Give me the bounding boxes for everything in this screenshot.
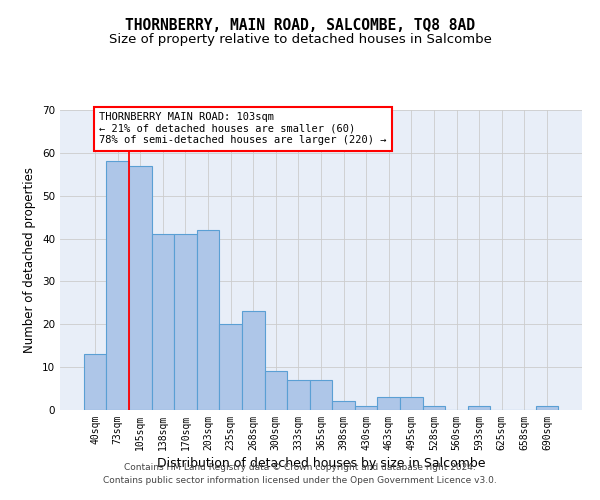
Bar: [129, 166, 152, 410]
Bar: [106, 162, 129, 410]
Bar: [174, 234, 197, 410]
Text: Contains HM Land Registry data © Crown copyright and database right 2024.: Contains HM Land Registry data © Crown c…: [124, 464, 476, 472]
Text: Size of property relative to detached houses in Salcombe: Size of property relative to detached ho…: [109, 32, 491, 46]
Text: THORNBERRY, MAIN ROAD, SALCOMBE, TQ8 8AD: THORNBERRY, MAIN ROAD, SALCOMBE, TQ8 8AD: [125, 18, 475, 32]
Bar: [197, 230, 220, 410]
Bar: [377, 397, 400, 410]
Bar: [220, 324, 242, 410]
Bar: [332, 402, 355, 410]
Bar: [400, 397, 422, 410]
Y-axis label: Number of detached properties: Number of detached properties: [23, 167, 37, 353]
Bar: [84, 354, 106, 410]
Bar: [287, 380, 310, 410]
Bar: [242, 312, 265, 410]
Bar: [265, 372, 287, 410]
Bar: [422, 406, 445, 410]
Bar: [310, 380, 332, 410]
Text: Contains public sector information licensed under the Open Government Licence v3: Contains public sector information licen…: [103, 476, 497, 485]
X-axis label: Distribution of detached houses by size in Salcombe: Distribution of detached houses by size …: [157, 457, 485, 470]
Bar: [468, 406, 490, 410]
Text: THORNBERRY MAIN ROAD: 103sqm
← 21% of detached houses are smaller (60)
78% of se: THORNBERRY MAIN ROAD: 103sqm ← 21% of de…: [99, 112, 386, 146]
Bar: [152, 234, 174, 410]
Bar: [536, 406, 558, 410]
Bar: [355, 406, 377, 410]
